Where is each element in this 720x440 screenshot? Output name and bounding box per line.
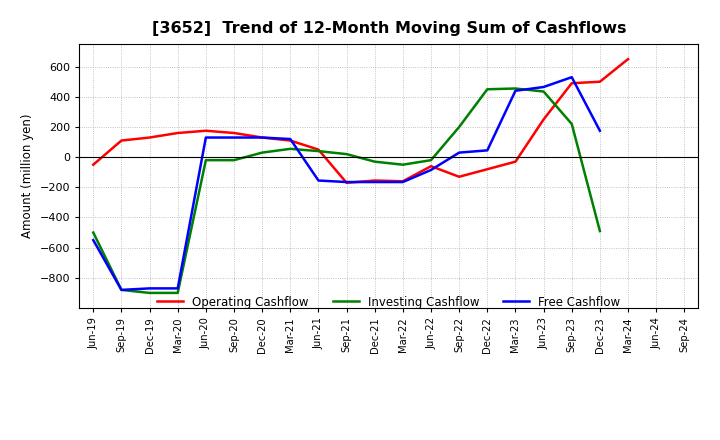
- Free Cashflow: [427, 167, 436, 172]
- Free Cashflow: [370, 180, 379, 185]
- Investing Cashflow: [202, 158, 210, 163]
- Investing Cashflow: [174, 290, 182, 296]
- Operating Cashflow: [286, 138, 294, 143]
- Operating Cashflow: [511, 159, 520, 164]
- Free Cashflow: [399, 180, 408, 185]
- Line: Operating Cashflow: Operating Cashflow: [94, 59, 628, 183]
- Free Cashflow: [145, 286, 154, 291]
- Operating Cashflow: [202, 128, 210, 133]
- Free Cashflow: [202, 135, 210, 140]
- Operating Cashflow: [483, 167, 492, 172]
- Operating Cashflow: [370, 178, 379, 183]
- Line: Free Cashflow: Free Cashflow: [94, 77, 600, 290]
- Free Cashflow: [174, 286, 182, 291]
- Investing Cashflow: [567, 121, 576, 127]
- Investing Cashflow: [145, 290, 154, 296]
- Operating Cashflow: [117, 138, 126, 143]
- Free Cashflow: [483, 148, 492, 153]
- Line: Investing Cashflow: Investing Cashflow: [94, 88, 600, 293]
- Investing Cashflow: [539, 89, 548, 94]
- Investing Cashflow: [483, 87, 492, 92]
- Investing Cashflow: [258, 150, 266, 155]
- Investing Cashflow: [117, 287, 126, 293]
- Operating Cashflow: [567, 81, 576, 86]
- Operating Cashflow: [539, 117, 548, 122]
- Free Cashflow: [117, 287, 126, 293]
- Operating Cashflow: [455, 174, 464, 180]
- Investing Cashflow: [427, 158, 436, 163]
- Investing Cashflow: [595, 228, 604, 234]
- Operating Cashflow: [258, 135, 266, 140]
- Investing Cashflow: [286, 146, 294, 151]
- Free Cashflow: [595, 128, 604, 133]
- Free Cashflow: [314, 178, 323, 183]
- Free Cashflow: [89, 238, 98, 243]
- Operating Cashflow: [145, 135, 154, 140]
- Investing Cashflow: [342, 151, 351, 157]
- Investing Cashflow: [230, 158, 238, 163]
- Investing Cashflow: [399, 162, 408, 167]
- Free Cashflow: [258, 135, 266, 140]
- Investing Cashflow: [511, 86, 520, 91]
- Free Cashflow: [230, 135, 238, 140]
- Free Cashflow: [567, 74, 576, 80]
- Operating Cashflow: [314, 147, 323, 152]
- Operating Cashflow: [427, 164, 436, 169]
- Operating Cashflow: [89, 162, 98, 167]
- Investing Cashflow: [314, 148, 323, 154]
- Operating Cashflow: [174, 130, 182, 136]
- Operating Cashflow: [399, 179, 408, 184]
- Investing Cashflow: [455, 125, 464, 130]
- Y-axis label: Amount (million yen): Amount (million yen): [21, 114, 34, 238]
- Free Cashflow: [455, 150, 464, 155]
- Investing Cashflow: [89, 230, 98, 235]
- Title: [3652]  Trend of 12-Month Moving Sum of Cashflows: [3652] Trend of 12-Month Moving Sum of C…: [151, 21, 626, 36]
- Operating Cashflow: [595, 79, 604, 84]
- Operating Cashflow: [230, 130, 238, 136]
- Legend: Operating Cashflow, Investing Cashflow, Free Cashflow: Operating Cashflow, Investing Cashflow, …: [152, 291, 626, 313]
- Investing Cashflow: [370, 159, 379, 164]
- Free Cashflow: [286, 136, 294, 142]
- Free Cashflow: [342, 180, 351, 185]
- Free Cashflow: [539, 84, 548, 90]
- Free Cashflow: [511, 88, 520, 93]
- Operating Cashflow: [342, 180, 351, 185]
- Operating Cashflow: [624, 56, 632, 62]
